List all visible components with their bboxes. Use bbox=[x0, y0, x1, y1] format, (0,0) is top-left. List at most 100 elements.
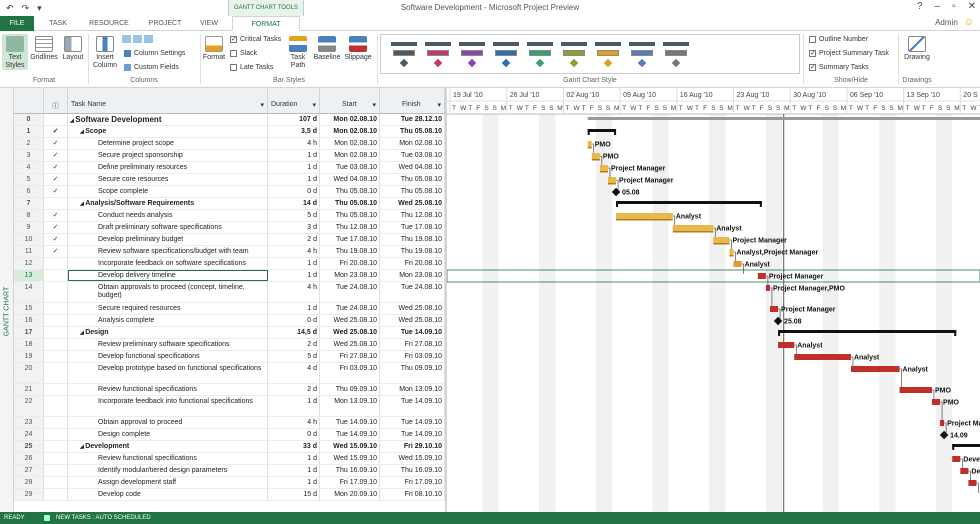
gantt-style-swatch[interactable] bbox=[593, 40, 623, 68]
baseline-button[interactable]: Baseline bbox=[312, 36, 342, 62]
finish-cell[interactable]: Tue 14.09.10 bbox=[380, 417, 445, 428]
row-id[interactable]: 18 bbox=[14, 339, 44, 350]
table-row[interactable]: 3 ✓ Secure project sponsorship 1 d Mon 02.08… bbox=[14, 150, 445, 162]
task-name-cell[interactable]: Obtain approvals to proceed (concept, ti… bbox=[68, 282, 268, 302]
start-cell[interactable]: Thu 05.08.10 bbox=[320, 198, 380, 209]
start-cell[interactable]: Thu 12.08.10 bbox=[320, 222, 380, 233]
start-cell[interactable]: Wed 25.08.10 bbox=[320, 327, 380, 338]
start-cell[interactable]: Fri 27.08.10 bbox=[320, 351, 380, 362]
start-cell[interactable]: Tue 14.09.10 bbox=[320, 429, 380, 440]
task-name-cell[interactable]: ◢ Development bbox=[68, 441, 268, 452]
duration-cell[interactable]: 1 d bbox=[268, 465, 320, 476]
close-button[interactable]: ✕ bbox=[967, 1, 976, 12]
task-name-cell[interactable]: Design complete bbox=[68, 429, 268, 440]
row-id[interactable]: 8 bbox=[14, 210, 44, 221]
gridlines-button[interactable]: Gridlines bbox=[30, 36, 58, 62]
row-id[interactable]: 9 bbox=[14, 222, 44, 233]
task-name-cell[interactable]: Incorporate feedback into functional spe… bbox=[68, 396, 268, 416]
duration-cell[interactable]: 1 d bbox=[268, 303, 320, 314]
filter-dropdown-icon[interactable]: ▾ bbox=[312, 102, 316, 109]
finish-cell[interactable]: Tue 14.09.10 bbox=[380, 327, 445, 338]
table-row[interactable]: 14 Obtain approvals to proceed (concept, … bbox=[14, 282, 445, 303]
filter-dropdown-icon[interactable]: ▾ bbox=[260, 102, 264, 109]
start-cell[interactable]: Thu 09.09.10 bbox=[320, 384, 380, 395]
finish-cell[interactable]: Tue 14.09.10 bbox=[380, 396, 445, 416]
table-row[interactable]: 9 ✓ Draft preliminary software specificati… bbox=[14, 222, 445, 234]
table-row[interactable]: 13 Develop delivery timeline 1 d Mon 23.08.… bbox=[14, 270, 445, 282]
table-row[interactable]: 8 ✓ Conduct needs analysis 5 d Thu 05.08.10 T… bbox=[14, 210, 445, 222]
finish-cell[interactable]: Fri 20.08.10 bbox=[380, 258, 445, 269]
gantt-style-swatch[interactable] bbox=[559, 40, 589, 68]
tab-view[interactable]: VIEW bbox=[200, 20, 218, 27]
collapse-icon[interactable]: ◢ bbox=[80, 330, 86, 336]
task-name-cell[interactable]: Obtain approval to proceed bbox=[68, 417, 268, 428]
row-id[interactable]: 24 bbox=[14, 429, 44, 440]
finish-cell[interactable]: Fri 08.10.10 bbox=[380, 489, 445, 500]
collapse-icon[interactable]: ◢ bbox=[80, 444, 86, 450]
finish-cell[interactable]: Thu 05.08.10 bbox=[380, 186, 445, 197]
row-id[interactable]: 20 bbox=[14, 363, 44, 383]
text-styles-button[interactable]: Text Styles bbox=[2, 34, 28, 70]
duration-header[interactable]: Duration ▾ bbox=[268, 88, 320, 114]
row-id[interactable]: 26 bbox=[14, 453, 44, 464]
scheduling-mode-status[interactable]: NEW TASKS : AUTO SCHEDULED bbox=[56, 515, 151, 521]
row-id[interactable]: 11 bbox=[14, 246, 44, 257]
start-cell[interactable]: Thu 05.08.10 bbox=[320, 210, 380, 221]
task-name-cell[interactable]: Develop preliminary budget bbox=[68, 234, 268, 245]
duration-cell[interactable]: 5 d bbox=[268, 351, 320, 362]
align-right-icon[interactable] bbox=[144, 35, 153, 43]
finish-cell[interactable]: Thu 09.09.10 bbox=[380, 363, 445, 383]
duration-cell[interactable]: 1 d bbox=[268, 258, 320, 269]
duration-cell[interactable]: 2 d bbox=[268, 384, 320, 395]
table-row[interactable]: 2 ✓ Determine project scope 4 h Mon 02.08.10… bbox=[14, 138, 445, 150]
table-row[interactable]: 21 Review functional specifications 2 d Thu… bbox=[14, 384, 445, 396]
row-id[interactable]: 5 bbox=[14, 174, 44, 185]
row-id[interactable]: 14 bbox=[14, 282, 44, 302]
finish-cell[interactable]: Tue 17.08.10 bbox=[380, 222, 445, 233]
collapse-icon[interactable]: ◢ bbox=[80, 201, 86, 207]
duration-cell[interactable]: 0 d bbox=[268, 315, 320, 326]
row-id[interactable]: 2 bbox=[14, 138, 44, 149]
duration-cell[interactable]: 4 d bbox=[268, 363, 320, 383]
pane-splitter[interactable] bbox=[445, 88, 447, 512]
duration-cell[interactable]: 1 d bbox=[268, 453, 320, 464]
duration-cell[interactable]: 0 d bbox=[268, 186, 320, 197]
gantt-style-swatch[interactable] bbox=[525, 40, 555, 68]
row-id[interactable]: 16 bbox=[14, 315, 44, 326]
slippage-button[interactable]: Slippage bbox=[343, 36, 373, 62]
row-id[interactable]: 13 bbox=[14, 270, 44, 281]
task-name-cell[interactable]: Review functional specifications bbox=[68, 453, 268, 464]
task-name-cell[interactable]: Analysis complete bbox=[68, 315, 268, 326]
task-name-cell[interactable]: Draft preliminary software specification… bbox=[68, 222, 268, 233]
duration-cell[interactable]: 3 d bbox=[268, 222, 320, 233]
finish-cell[interactable]: Thu 12.08.10 bbox=[380, 210, 445, 221]
duration-cell[interactable]: 2 d bbox=[268, 234, 320, 245]
duration-cell[interactable]: 33 d bbox=[268, 441, 320, 452]
task-name-cell[interactable]: Conduct needs analysis bbox=[68, 210, 268, 221]
task-name-cell[interactable]: Develop delivery timeline bbox=[68, 270, 268, 281]
finish-cell[interactable]: Tue 24.08.10 bbox=[380, 282, 445, 302]
task-name-cell[interactable]: Scope complete bbox=[68, 186, 268, 197]
row-id[interactable]: 12 bbox=[14, 258, 44, 269]
duration-cell[interactable]: 15 d bbox=[268, 489, 320, 500]
task-name-cell[interactable]: ◢ Scope bbox=[68, 126, 268, 137]
finish-cell[interactable]: Tue 14.09.10 bbox=[380, 429, 445, 440]
duration-cell[interactable]: 1 d bbox=[268, 477, 320, 488]
finish-cell[interactable]: Mon 13.09.10 bbox=[380, 384, 445, 395]
task-name-cell[interactable]: Define preliminary resources bbox=[68, 162, 268, 173]
help-button[interactable]: ? bbox=[916, 1, 923, 12]
duration-cell[interactable]: 3,5 d bbox=[268, 126, 320, 137]
start-header[interactable]: Start ▾ bbox=[320, 88, 380, 114]
finish-cell[interactable]: Wed 25.08.10 bbox=[380, 303, 445, 314]
layout-button[interactable]: Layout bbox=[60, 36, 86, 62]
start-cell[interactable]: Mon 02.08.10 bbox=[320, 126, 380, 137]
duration-cell[interactable]: 1 d bbox=[268, 162, 320, 173]
duration-cell[interactable]: 4 h bbox=[268, 417, 320, 428]
start-cell[interactable]: Tue 24.08.10 bbox=[320, 303, 380, 314]
table-row[interactable]: 7 ◢ Analysis/Software Requirements 14 d Thu… bbox=[14, 198, 445, 210]
task-name-cell[interactable]: Determine project scope bbox=[68, 138, 268, 149]
table-row[interactable]: 0 ◢ Software Development 107 d Mon 02.08.10… bbox=[14, 114, 445, 126]
task-name-cell[interactable]: ◢ Software Development bbox=[68, 114, 268, 125]
summary-tasks-checkbox[interactable]: ✓ Summary Tasks bbox=[809, 64, 869, 71]
table-row[interactable]: 6 ✓ Scope complete 0 d Thu 05.08.10 Thu 05.08… bbox=[14, 186, 445, 198]
